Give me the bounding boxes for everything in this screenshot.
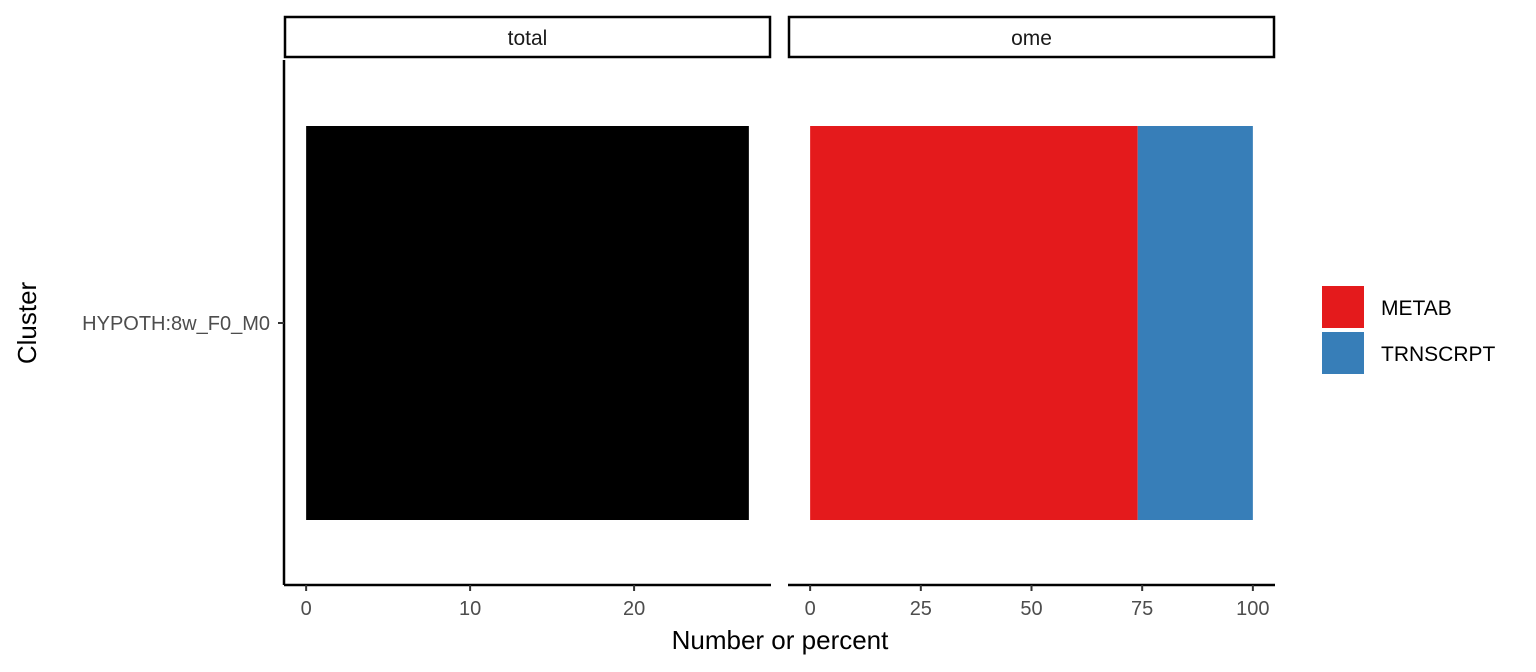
facet-panels: total 0 10 20 ome 0 25 50 75 100 HYPOTH:8w_F0_M0	[82, 15, 1276, 620]
facet-strip-box	[787, 15, 1276, 59]
bar-trnscrpt	[1137, 126, 1253, 520]
legend-label-trnscrpt: TRNSCRPT	[1381, 343, 1496, 366]
legend-key-trnscrpt	[1322, 332, 1364, 374]
facet-total: total 0 10 20	[283, 15, 772, 620]
x-tick-label: 25	[910, 598, 932, 620]
legend-key-metab	[1322, 286, 1364, 328]
x-axis-title: Number or percent	[672, 625, 890, 655]
y-axis: HYPOTH:8w_F0_M0	[82, 60, 286, 585]
legend: METAB TRNSCRPT	[1322, 286, 1496, 374]
facet-strip-label: ome	[1011, 27, 1052, 50]
y-tick-label: HYPOTH:8w_F0_M0	[82, 313, 270, 335]
x-tick-label: 0	[301, 598, 312, 620]
x-tick-label: 75	[1131, 598, 1153, 620]
x-tick-label: 0	[805, 598, 816, 620]
x-tick-label: 10	[459, 598, 481, 620]
x-tick-label: 100	[1236, 598, 1269, 620]
facet-strip-label: total	[508, 27, 548, 50]
x-tick-label: 20	[623, 598, 645, 620]
legend-label-metab: METAB	[1381, 297, 1452, 320]
x-tick-label: 50	[1020, 598, 1042, 620]
bar-total	[306, 126, 749, 520]
bar-metab	[810, 126, 1138, 520]
facet-ome: ome 0 25 50 75 100	[787, 15, 1276, 620]
facet-strip-box	[283, 15, 772, 59]
y-axis-title: Cluster	[12, 281, 42, 364]
